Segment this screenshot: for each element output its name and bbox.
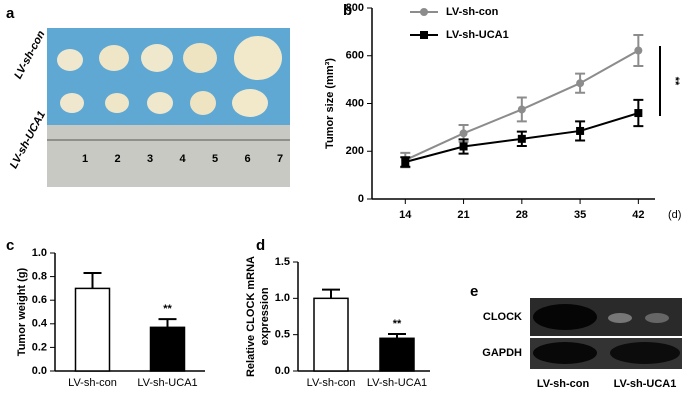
ruler-number: 7	[277, 153, 283, 165]
y-axis-label: Tumor size (mm³)	[324, 58, 336, 149]
bar	[149, 326, 186, 372]
significance: **	[393, 318, 402, 330]
data-point	[401, 157, 410, 166]
x-tick-label: 28	[516, 209, 528, 221]
lane-label: LV-sh-UCA1	[614, 378, 677, 390]
x-tick-label: 14	[399, 209, 412, 221]
y-tick-label: 0.0	[32, 365, 47, 377]
row-label: LV-sh-con	[12, 29, 47, 81]
x-tick-label: 21	[457, 209, 469, 221]
y-tick-label: 0.6	[32, 294, 47, 306]
x-tick-label: LV-sh-con	[307, 377, 356, 389]
y-axis-label: expression	[259, 287, 271, 345]
y-tick-label: 800	[346, 2, 364, 14]
bar	[74, 287, 111, 372]
y-tick-label: 0.5	[275, 329, 290, 341]
western-blot	[530, 298, 682, 369]
x-tick-label: 42	[632, 209, 644, 221]
band-label: CLOCK	[483, 311, 522, 323]
x-tick-label: LV-sh-UCA1	[137, 377, 197, 389]
ruler-number: 5	[212, 153, 218, 165]
legend-marker	[420, 31, 428, 39]
legend-marker	[420, 8, 428, 16]
significance: **	[163, 303, 172, 315]
error-bar	[158, 318, 177, 328]
panel-label: c	[6, 237, 14, 254]
y-tick-label: 0.2	[32, 341, 47, 353]
ruler-number: 3	[147, 153, 153, 165]
data-point	[517, 134, 526, 143]
panel-label: a	[6, 5, 15, 22]
legend-label: LV-sh-UCA1	[446, 29, 509, 41]
data-point	[634, 109, 643, 118]
y-tick-label: 0	[358, 193, 364, 205]
bar	[379, 337, 415, 372]
y-axis-label: Relative CLOCK mRNA	[245, 256, 257, 377]
row-label: LV-sh-UCA1	[8, 109, 48, 170]
data-point	[576, 126, 585, 135]
x-axis-label: (d)	[668, 209, 681, 221]
y-tick-label: 0.8	[32, 271, 47, 283]
y-axis-label: Tumor weight (g)	[16, 267, 28, 356]
data-point	[459, 129, 468, 138]
data-point	[517, 105, 526, 114]
y-tick-label: 1.0	[275, 292, 290, 304]
y-tick-label: 600	[346, 50, 364, 62]
data-point	[459, 142, 468, 151]
x-tick-label: LV-sh-UCA1	[367, 377, 427, 389]
y-tick-label: 1.0	[32, 247, 47, 259]
tumor-photo	[47, 28, 290, 187]
error-bar	[322, 288, 340, 299]
panel-label: d	[256, 237, 265, 254]
y-tick-label: 0.0	[275, 365, 290, 377]
lane-label: LV-sh-con	[537, 378, 590, 390]
y-tick-label: 400	[346, 97, 364, 109]
y-tick-label: 0.4	[32, 318, 48, 330]
y-tick-label: 200	[346, 145, 364, 157]
x-tick-label: LV-sh-con	[68, 377, 117, 389]
x-tick-label: 35	[574, 209, 586, 221]
error-bar	[83, 272, 102, 289]
band-label: GAPDH	[482, 347, 522, 359]
panel-label: b	[343, 2, 352, 19]
data-point	[634, 46, 643, 55]
panel-label: e	[470, 283, 478, 300]
ruler-number: 1	[82, 153, 88, 165]
ruler-number: 4	[179, 153, 186, 165]
significance: **	[669, 77, 681, 86]
bar	[313, 297, 349, 372]
y-tick-label: 1.5	[275, 256, 290, 268]
ruler-number: 2	[114, 153, 120, 165]
legend-label: LV-sh-con	[446, 6, 499, 18]
ruler-number: 6	[244, 153, 250, 165]
data-point	[576, 79, 585, 88]
